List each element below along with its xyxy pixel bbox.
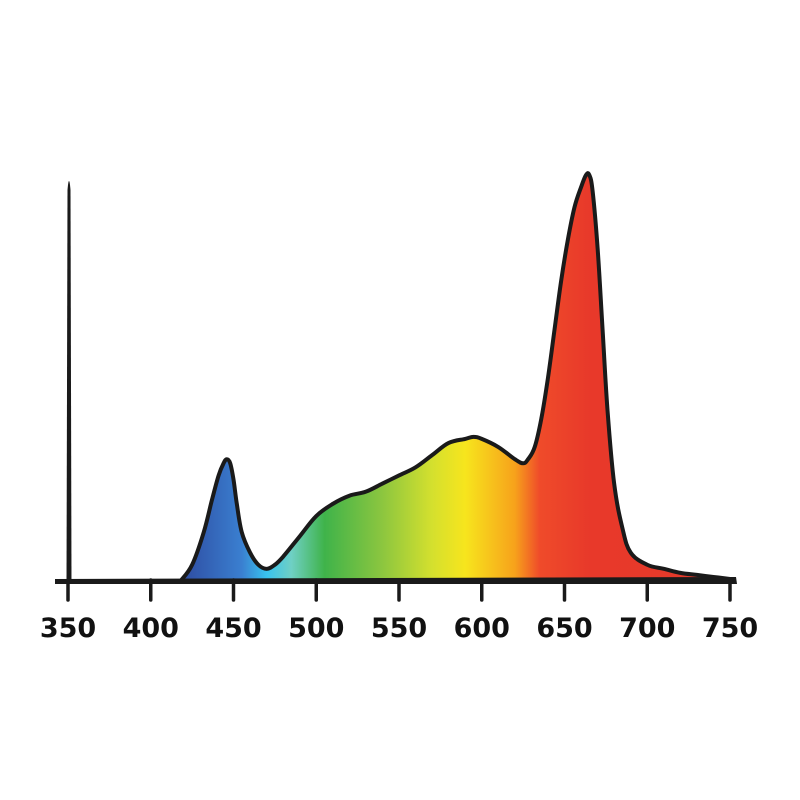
x-tick-label-400: 400	[123, 613, 179, 644]
x-tick-label-750: 750	[702, 613, 758, 644]
x-tick-label-650: 650	[536, 613, 592, 644]
plot-area	[178, 171, 732, 583]
y-axis-line	[66, 181, 72, 583]
x-tick-label-350: 350	[40, 613, 96, 644]
x-axis-line	[55, 577, 737, 584]
x-tick-label-600: 600	[454, 613, 510, 644]
axes	[55, 181, 737, 602]
x-tick-label-450: 450	[205, 613, 261, 644]
x-tick-label-500: 500	[288, 613, 344, 644]
spectrum-area	[180, 173, 731, 581]
x-tick-labels: 350 400 450 500 550 600 650 700 750	[40, 613, 758, 644]
x-tick-label-700: 700	[619, 613, 675, 644]
spectrum-line	[178, 171, 732, 583]
x-tick-label-550: 550	[371, 613, 427, 644]
